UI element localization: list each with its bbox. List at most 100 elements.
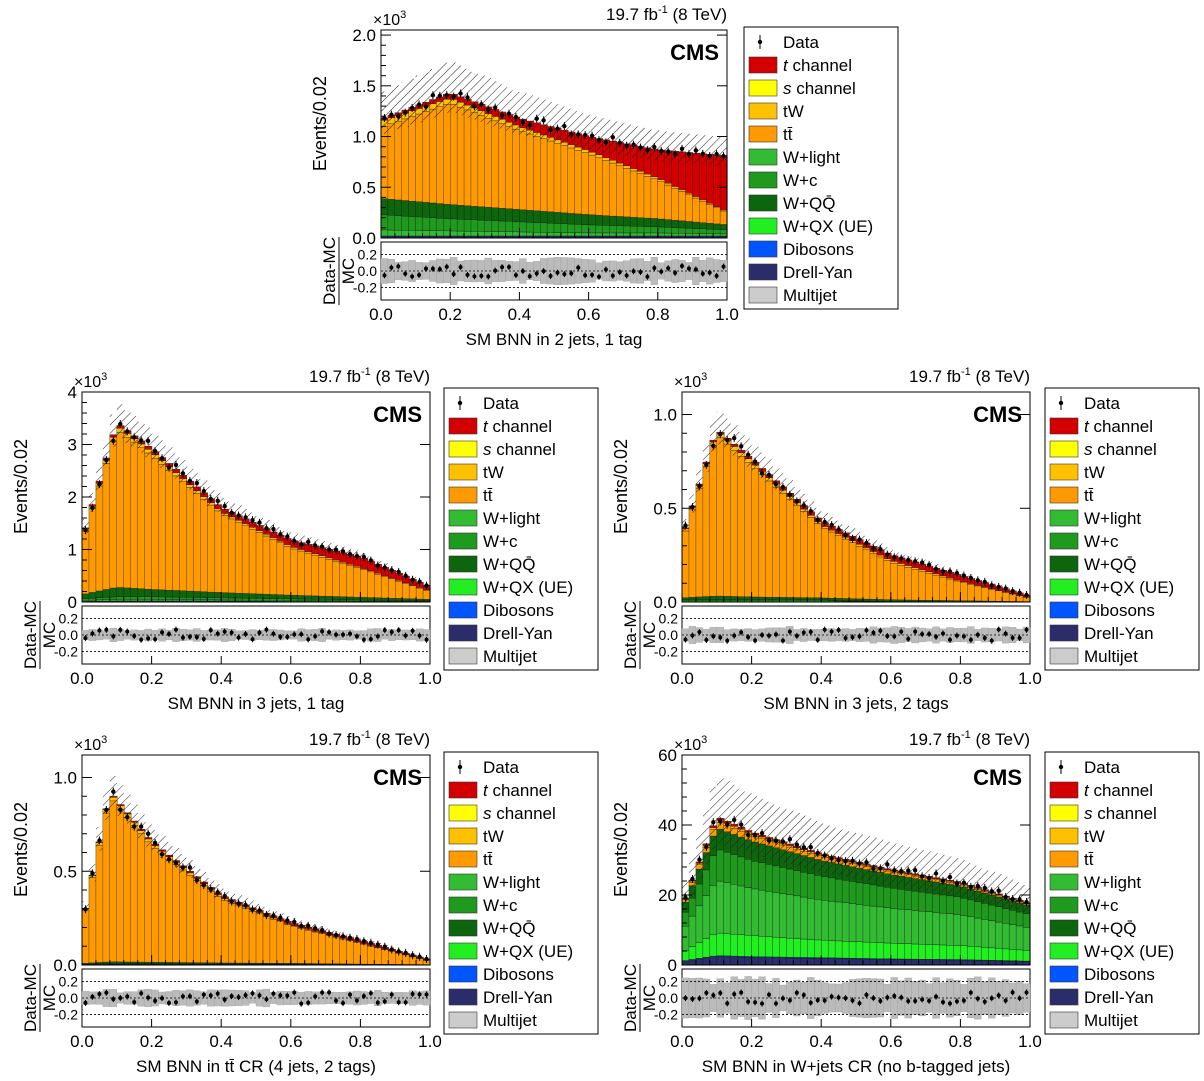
bin-wc: [172, 596, 181, 600]
bin-wc: [967, 899, 975, 917]
legend-label-text: W+QX (UE): [1084, 942, 1174, 961]
ratio-point: [264, 997, 269, 1002]
data-point: [562, 123, 567, 129]
bin-wc: [706, 228, 714, 234]
ratio-point: [732, 633, 737, 638]
data-point: [396, 949, 401, 954]
data-point: [194, 877, 200, 883]
bin-wqq: [623, 216, 631, 227]
bin-ttbar: [395, 580, 403, 599]
unc-bin: [664, 131, 672, 163]
bin-tw: [629, 168, 638, 172]
bin-wc: [207, 597, 215, 600]
bin-ttbar: [387, 123, 396, 200]
ratio-point: [590, 272, 595, 277]
ratio-point: [90, 631, 95, 636]
data-point: [90, 505, 95, 510]
bin-wqq: [95, 590, 104, 598]
data-point: [711, 443, 716, 449]
ratio-point: [996, 627, 1001, 632]
bin-ttbar: [151, 848, 160, 963]
ratio-point: [989, 996, 994, 1001]
data-point: [989, 889, 994, 894]
bin-wc: [953, 896, 961, 915]
bin-wqq: [807, 597, 815, 600]
bin-dy: [967, 960, 975, 966]
data-point: [829, 856, 834, 861]
bin-wqq: [429, 202, 437, 218]
unc-bin: [706, 135, 714, 166]
bin-wqq: [498, 208, 507, 222]
data-point: [152, 448, 158, 454]
bin-wc: [1008, 910, 1017, 925]
data-point: [458, 91, 463, 96]
bin-dy: [988, 960, 996, 966]
bin-wqq: [367, 597, 375, 601]
data-point: [836, 857, 841, 863]
bin-wc: [918, 891, 927, 912]
ratio-point: [341, 632, 345, 637]
y-tick-label: 4: [68, 383, 77, 402]
x-tick-label: 0.6: [879, 1032, 903, 1051]
legend-label-ttbar: tt̄: [1084, 486, 1094, 505]
data-point: [83, 907, 88, 912]
bin-wlight: [415, 230, 424, 237]
bin-wc: [737, 856, 746, 887]
bin-wqq: [207, 591, 215, 598]
bin-wqq: [526, 210, 534, 223]
bin-dy: [751, 957, 760, 966]
bin-wlight: [526, 231, 534, 237]
bin-wlight: [751, 888, 760, 937]
stack-bars: [81, 425, 431, 603]
legend-label-dy: Drell-Yan: [1084, 624, 1154, 643]
bin-dy: [688, 959, 697, 966]
bin-wqq: [841, 598, 850, 601]
legend-swatch-wc: [1049, 532, 1079, 550]
legend-swatch-mj: [1049, 1011, 1079, 1029]
data-point: [424, 956, 429, 962]
ratio-point: [947, 637, 952, 642]
bin-wlight: [779, 893, 787, 938]
data-point: [243, 515, 248, 520]
bin-dy: [786, 957, 794, 966]
data-point: [416, 102, 422, 107]
lumi-energy: (8 TeV): [371, 730, 430, 749]
ratio-point: [576, 265, 581, 270]
bin-wlight: [699, 233, 707, 237]
ratio-point: [306, 1000, 311, 1005]
bin-wqx: [793, 938, 801, 958]
bin-ttbar: [221, 515, 229, 593]
bin-wqq: [463, 205, 472, 220]
bin-wqq: [560, 212, 569, 224]
legend-swatch-sch: [448, 804, 478, 822]
bin-wqq: [681, 597, 690, 600]
bin-wqq: [723, 596, 732, 600]
ratio-tick-label: 0.0: [59, 990, 79, 1006]
data-point: [243, 902, 248, 908]
x-axis: 0.0 0.2 0.4 0.6 0.8 1.0SM BNN in tt̄ CR (4 je…: [70, 955, 442, 1076]
bin-ttbar: [116, 432, 125, 588]
data-point: [926, 562, 932, 568]
unc-bin: [723, 780, 731, 846]
unc-bin: [165, 446, 173, 474]
bin-ttbar: [130, 825, 139, 963]
unc-bin: [967, 862, 975, 899]
ratio-point: [899, 995, 904, 1000]
bin-wqq: [609, 215, 617, 226]
bin-tw: [623, 165, 631, 169]
legend-label-italic: s: [483, 804, 492, 823]
bin-wlight: [193, 599, 201, 602]
bin-wqq: [897, 599, 906, 602]
unc-bin: [165, 841, 173, 863]
ratio-tick-label: 0.0: [358, 263, 378, 279]
y-tick-label: 20: [658, 886, 677, 905]
bin-wc: [505, 221, 514, 232]
legend-swatch-dib: [1049, 601, 1079, 619]
ratio-point: [794, 633, 799, 638]
data-point: [919, 874, 925, 879]
y-tick-label: 1.0: [53, 769, 77, 788]
bin-wc: [311, 599, 320, 601]
bin-ttbar: [262, 916, 271, 964]
bin-tw: [269, 537, 278, 540]
bin-wc: [939, 894, 948, 914]
